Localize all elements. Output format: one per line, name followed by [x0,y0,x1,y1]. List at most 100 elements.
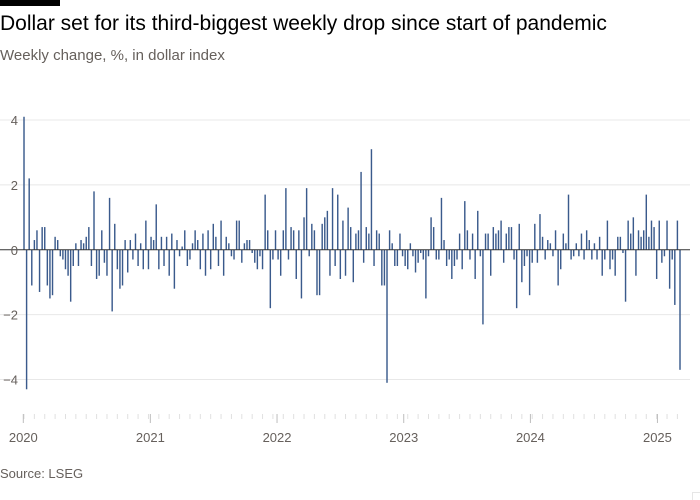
bar [521,249,523,283]
bar [653,227,655,250]
x-tick-label: 2021 [136,430,165,445]
bar [295,249,297,279]
bar [82,243,85,250]
chart-title: Dollar set for its third-biggest weekly … [0,12,607,35]
x-tick-label: 2020 [9,430,38,445]
bar [487,233,489,250]
bar [347,207,349,250]
y-tick-label: 0 [11,243,18,258]
bar [243,243,246,250]
x-tick-label: 2022 [263,430,292,445]
bar [215,236,217,250]
bar [49,249,51,299]
bar [147,249,150,270]
bar [528,249,531,296]
bar [609,249,611,270]
bar [396,249,399,266]
bar [601,249,603,276]
bar [378,233,380,250]
bar [337,194,339,250]
bar [116,249,119,270]
bar [497,230,500,250]
bar [425,249,427,299]
bar [184,230,186,250]
bar [238,220,240,250]
bar [536,249,539,263]
bar [155,204,157,250]
bar [596,249,598,260]
chart-subtitle: Weekly change, %, in dollar index [0,47,225,64]
bar [36,230,38,250]
bar [121,249,124,286]
bar [54,236,56,250]
bar [318,249,321,296]
bar [541,236,544,250]
bar [388,230,391,250]
bar [251,249,253,254]
bar [222,249,225,276]
bar [508,227,510,250]
bar [331,188,334,250]
bar [523,249,526,266]
bar [308,249,310,257]
bar [225,236,227,250]
bars [23,116,681,390]
bar [326,210,329,250]
bar [668,249,671,289]
bar [134,233,137,250]
bar [186,249,189,266]
bar [560,249,562,270]
bar [150,236,152,250]
bar [145,220,147,250]
bar [663,249,666,257]
bar [606,220,609,250]
bar [539,214,541,250]
bar [80,240,82,250]
bar [272,249,274,260]
bar [129,240,132,250]
bar [279,249,282,276]
bar [321,223,323,250]
bar [88,227,90,250]
bar [630,233,632,250]
bar [344,249,347,276]
bar [624,249,627,302]
bar [357,230,360,250]
bar [93,191,95,250]
bar [679,249,681,370]
bar [394,249,396,266]
bar [142,249,144,270]
bar [217,249,220,266]
brand-rule [0,0,60,6]
bar [139,243,142,250]
bar [197,240,199,250]
bar [544,249,546,260]
bar [230,249,233,257]
bar [391,243,393,250]
bar [572,249,575,257]
bar [38,249,41,292]
bar [269,249,272,309]
bar [549,243,552,250]
bar [365,227,367,250]
bar [256,249,259,270]
bar [64,249,67,270]
bar [171,233,173,250]
bar [132,249,134,260]
bar [492,227,495,250]
bar [632,217,635,250]
bar [466,230,469,250]
bar [655,249,658,279]
bar [580,233,583,250]
bar [451,249,453,279]
gridlines [0,119,690,381]
bar [25,249,28,390]
bar [622,249,624,254]
bar [505,233,507,250]
bar [557,249,559,286]
bar [469,249,471,260]
bar [90,249,93,266]
bar [75,243,77,250]
bar [178,249,181,257]
